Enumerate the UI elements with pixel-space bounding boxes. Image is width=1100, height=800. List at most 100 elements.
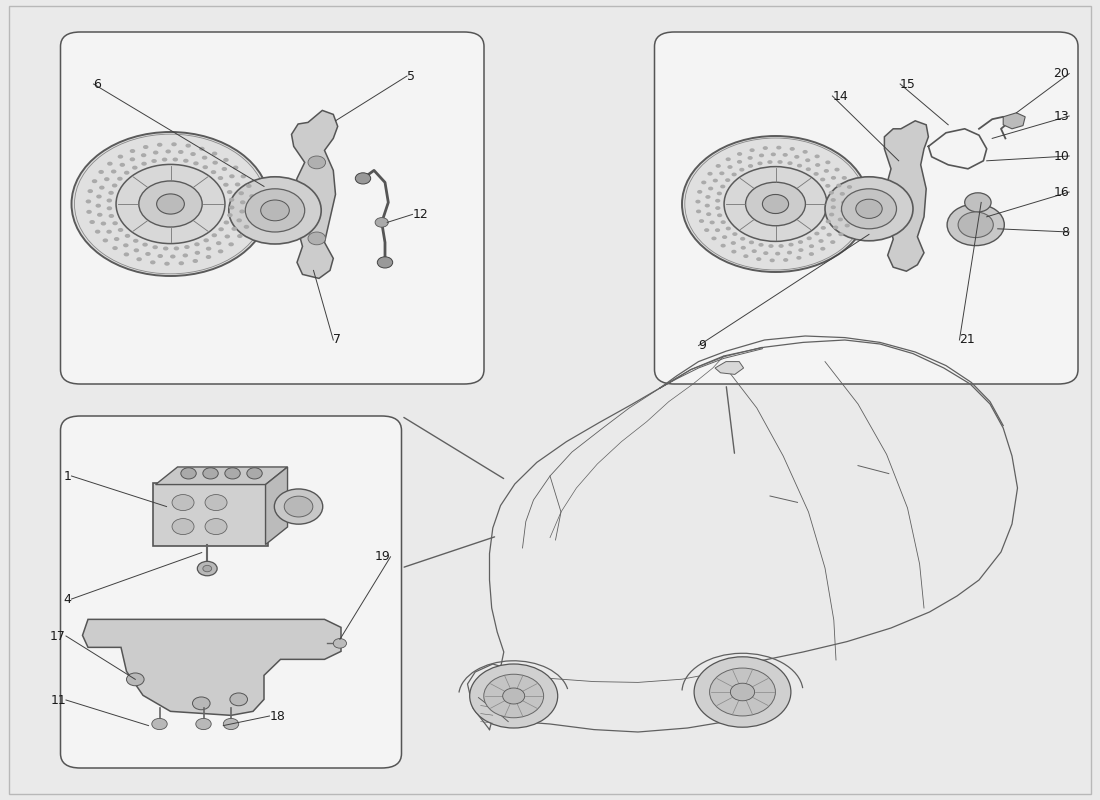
Circle shape bbox=[682, 136, 869, 272]
Circle shape bbox=[88, 189, 94, 193]
Text: 12: 12 bbox=[412, 208, 428, 221]
Polygon shape bbox=[265, 467, 287, 545]
FancyBboxPatch shape bbox=[60, 416, 402, 768]
Text: 8: 8 bbox=[1062, 226, 1069, 238]
Circle shape bbox=[749, 148, 755, 152]
Circle shape bbox=[828, 191, 834, 194]
Circle shape bbox=[120, 163, 125, 167]
Circle shape bbox=[216, 241, 221, 245]
Circle shape bbox=[749, 241, 755, 244]
Circle shape bbox=[241, 174, 246, 178]
Circle shape bbox=[751, 250, 757, 253]
Circle shape bbox=[824, 169, 829, 173]
Circle shape bbox=[830, 198, 836, 202]
Circle shape bbox=[739, 168, 745, 171]
Circle shape bbox=[759, 154, 764, 158]
Circle shape bbox=[838, 232, 844, 236]
Circle shape bbox=[355, 173, 371, 184]
Circle shape bbox=[845, 224, 850, 227]
Circle shape bbox=[130, 149, 135, 153]
Circle shape bbox=[821, 178, 825, 182]
Circle shape bbox=[484, 674, 543, 718]
Circle shape bbox=[284, 496, 312, 517]
Circle shape bbox=[197, 562, 217, 576]
Circle shape bbox=[836, 184, 842, 187]
Circle shape bbox=[250, 194, 255, 198]
Circle shape bbox=[133, 238, 139, 243]
Circle shape bbox=[206, 255, 211, 259]
Circle shape bbox=[192, 697, 210, 710]
Circle shape bbox=[118, 154, 123, 158]
Circle shape bbox=[112, 246, 118, 250]
Circle shape bbox=[725, 178, 730, 182]
Circle shape bbox=[830, 206, 836, 209]
Circle shape bbox=[740, 237, 746, 241]
Circle shape bbox=[737, 152, 742, 156]
Circle shape bbox=[789, 242, 793, 246]
Circle shape bbox=[744, 254, 748, 258]
Circle shape bbox=[114, 237, 120, 241]
Circle shape bbox=[696, 210, 701, 214]
Circle shape bbox=[783, 258, 789, 262]
Circle shape bbox=[830, 240, 835, 244]
Circle shape bbox=[250, 205, 255, 209]
Text: 6: 6 bbox=[94, 78, 101, 90]
Circle shape bbox=[244, 225, 250, 229]
Circle shape bbox=[776, 252, 780, 255]
Circle shape bbox=[830, 176, 836, 180]
Circle shape bbox=[98, 170, 103, 174]
Text: 13: 13 bbox=[1054, 110, 1069, 122]
Circle shape bbox=[104, 177, 110, 181]
Circle shape bbox=[720, 220, 726, 224]
Circle shape bbox=[847, 185, 852, 189]
Text: 15: 15 bbox=[900, 78, 916, 90]
Circle shape bbox=[152, 718, 167, 730]
Circle shape bbox=[779, 244, 783, 248]
Circle shape bbox=[156, 194, 185, 214]
Text: 7: 7 bbox=[333, 334, 341, 346]
Circle shape bbox=[123, 243, 129, 247]
Circle shape bbox=[708, 186, 713, 190]
Circle shape bbox=[758, 162, 762, 166]
Circle shape bbox=[212, 151, 218, 155]
Circle shape bbox=[274, 489, 322, 524]
Circle shape bbox=[180, 468, 196, 479]
Circle shape bbox=[194, 162, 199, 166]
Circle shape bbox=[756, 258, 761, 261]
Circle shape bbox=[726, 158, 730, 161]
Circle shape bbox=[157, 254, 163, 258]
Circle shape bbox=[184, 245, 189, 249]
Circle shape bbox=[245, 189, 305, 232]
Circle shape bbox=[223, 718, 239, 730]
Circle shape bbox=[99, 186, 104, 190]
Circle shape bbox=[153, 150, 158, 154]
Circle shape bbox=[107, 230, 112, 234]
Text: 9: 9 bbox=[698, 339, 706, 352]
Circle shape bbox=[730, 241, 736, 245]
Circle shape bbox=[758, 243, 763, 246]
Circle shape bbox=[732, 173, 737, 176]
Circle shape bbox=[717, 214, 723, 217]
Circle shape bbox=[705, 195, 711, 199]
Circle shape bbox=[172, 494, 194, 510]
Circle shape bbox=[240, 210, 245, 214]
Circle shape bbox=[236, 218, 242, 222]
Circle shape bbox=[89, 220, 95, 224]
Circle shape bbox=[202, 156, 208, 160]
Circle shape bbox=[965, 193, 991, 212]
Circle shape bbox=[178, 262, 184, 266]
Circle shape bbox=[86, 210, 91, 214]
Circle shape bbox=[107, 198, 112, 202]
Circle shape bbox=[141, 153, 146, 158]
Circle shape bbox=[196, 718, 211, 730]
Circle shape bbox=[694, 657, 791, 727]
Circle shape bbox=[814, 232, 820, 235]
Circle shape bbox=[223, 221, 229, 225]
Circle shape bbox=[102, 238, 108, 242]
Polygon shape bbox=[155, 467, 287, 485]
Circle shape bbox=[170, 254, 176, 258]
Circle shape bbox=[720, 244, 726, 247]
Circle shape bbox=[821, 247, 825, 250]
Circle shape bbox=[174, 246, 179, 250]
Polygon shape bbox=[715, 362, 744, 374]
